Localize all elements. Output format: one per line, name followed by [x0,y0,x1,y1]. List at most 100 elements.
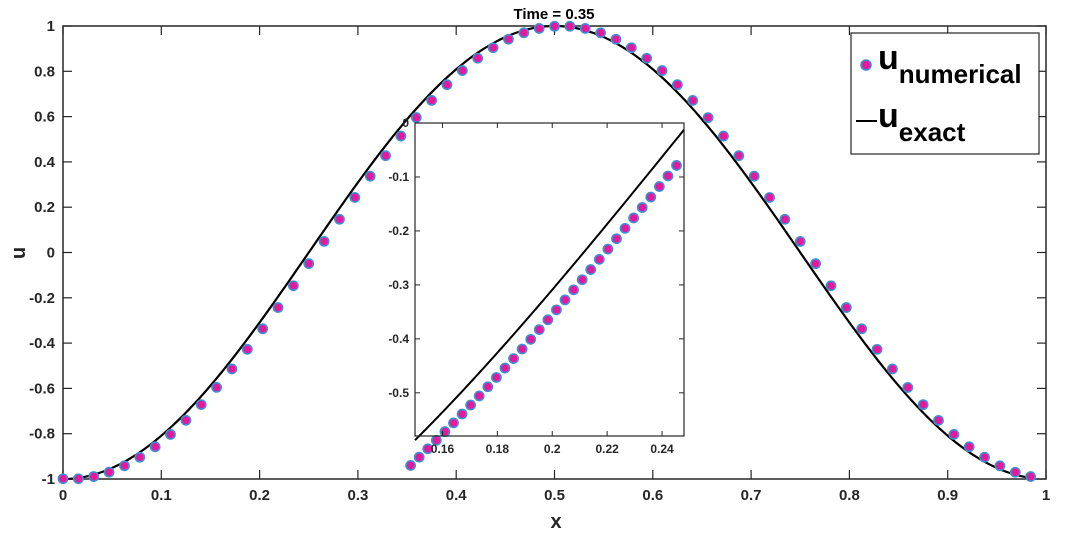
exact-line [62,24,1031,481]
numerical-point [564,20,576,32]
inset-numerical-point [439,426,451,438]
chart-title: Time = 0.35 [513,6,594,23]
numerical-point [840,302,852,313]
y-tick-label: 0.8 [34,63,55,80]
inset-numerical-point [645,191,657,203]
numerical-point [1009,466,1021,478]
numerical-point [549,20,560,32]
inset-numerical-point [422,443,434,455]
numerical-point [241,343,253,355]
x-tick-label: 0.3 [347,487,368,504]
numerical-point [794,235,806,247]
x-tick-label: 0.6 [642,487,663,504]
numerical-point [902,382,914,393]
numerical-point [610,33,622,45]
numerical-point [287,280,299,292]
numerical-point [318,235,330,247]
numerical-point [687,95,699,106]
inset-numerical-point [482,381,494,393]
numerical-point [825,280,837,292]
inset-y-tick-label: -0.5 [388,386,409,400]
numerical-point [410,112,422,123]
inset-numerical-point [542,314,554,326]
main-exact-series [62,24,1031,481]
inset-numerical-point [456,408,468,420]
numerical-point [533,23,545,34]
inset-y-tick-label: -0.3 [388,278,409,292]
numerical-point [917,399,929,411]
inset-y-tick-label: -0.4 [388,332,409,346]
x-tick-label: 0.7 [741,487,762,504]
inset-numerical-point [628,212,640,224]
main-y-ticks: -1 -0.8 -0.6 -0.4 -0.2 0 0.2 0.4 0.6 0.8 1 [29,18,1046,488]
inset-exact-series [414,129,685,441]
numerical-point [933,414,944,426]
inset-x-ticks: 0.16 0.18 0.2 0.22 0.24 [431,123,674,456]
numerical-point [779,213,791,225]
x-tick-label: 0 [59,487,67,504]
numerical-point [748,170,760,182]
legend-exact-sub: exact [899,117,966,147]
inset-numerical-point [636,202,648,213]
numerical-point [856,323,868,335]
inset-axes: 0.16 0.18 0.2 0.22 0.24 0 -0.1 -0.2 -0.3 -0.4 -0.… [388,116,685,471]
main-axes: 0 0.1 0.2 0.3 0.4 0.5 0.6 0.7 0.8 0.9 1 -1 -0.8 -0.6… [29,18,1050,504]
main-numerical-series [57,20,1037,485]
y-tick-label: -0.6 [29,380,55,397]
x-tick-label: 1 [1042,487,1050,504]
numerical-point [810,258,822,270]
inset-plot-frame [414,122,685,437]
numerical-point [165,429,176,440]
numerical-point [871,343,883,355]
numerical-point [195,399,207,410]
inset-numerical-point [405,460,417,471]
numerical-point [211,382,222,393]
legend-box [850,32,1040,155]
inset-numerical-point [516,343,528,355]
inset-numerical-point [593,253,605,265]
numerical-point [702,112,714,123]
inset-numerical-point [671,160,682,171]
numerical-point [349,192,361,203]
numerical-point [380,150,391,162]
inset-numerical-point [448,417,459,429]
numerical-point [103,466,115,478]
numerical-point [334,213,345,225]
inset-y-tick-label: -0.2 [388,224,409,238]
numerical-point [119,460,130,472]
y-tick-label: 0.6 [34,109,55,126]
inset-numerical-point [473,390,485,402]
numerical-point [303,258,315,269]
inset-numerical-series [405,160,682,471]
numerical-point [180,414,192,426]
legend-label-numerical: unumerical [878,39,1022,89]
inset-x-tick-label: 0.2 [544,442,561,456]
inset-y-tick-label: -0.1 [388,170,409,184]
numerical-point [472,52,484,64]
inset-numerical-point [551,304,562,316]
numerical-point [948,429,960,440]
x-tick-label: 0.8 [839,487,860,504]
numerical-point [733,150,745,162]
numerical-point [887,363,898,375]
y-tick-label: -0.2 [29,290,55,307]
numerical-point [518,27,530,39]
inset-y-ticks: 0 -0.1 -0.2 -0.3 -0.4 -0.5 [388,116,684,400]
numerical-point [963,441,975,453]
numerical-point [671,79,683,91]
numerical-point [257,323,269,335]
numerical-point [994,460,1006,472]
x-tick-label: 0.5 [544,487,565,504]
numerical-point [441,79,453,91]
legend-numerical-sub: numerical [899,59,1022,89]
inset-y-tick-label: 0 [402,116,409,130]
inset-numerical-point [602,243,614,255]
inset-numerical-point [576,274,588,286]
numerical-point [395,130,407,142]
x-axis-label: x [550,511,561,533]
y-tick-label: 0.2 [34,199,55,216]
numerical-point [641,52,653,64]
numerical-point [503,33,514,45]
inset-numerical-point [465,399,477,411]
numerical-point [979,451,990,463]
